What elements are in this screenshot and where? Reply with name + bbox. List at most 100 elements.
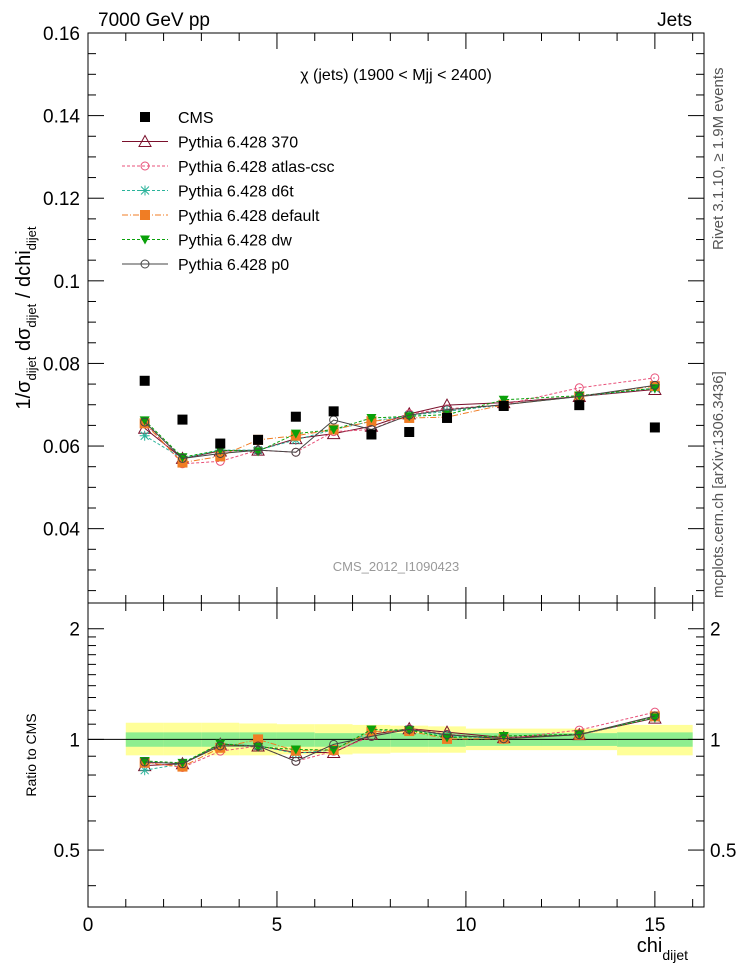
ratio-marker	[253, 734, 264, 745]
cms-data-point	[442, 412, 453, 423]
series-marker	[649, 384, 660, 394]
series-marker	[650, 380, 660, 390]
ratio-y-tick-label-right: 2	[710, 620, 721, 641]
series-marker	[404, 410, 414, 420]
legend-marker	[140, 259, 150, 269]
main-y-tick-label: 0.12	[43, 189, 80, 210]
legend-marker	[138, 134, 152, 147]
ratio-marker	[253, 742, 264, 752]
ratio-marker	[404, 726, 415, 736]
ratio-marker	[649, 713, 660, 723]
legend-cms-marker	[140, 112, 150, 122]
ratio-series-group	[137, 707, 662, 776]
main-y-tick-label: 0.06	[43, 437, 80, 458]
ratio-line	[144, 711, 655, 768]
main-x-ticks	[87, 33, 694, 603]
series-marker	[140, 417, 150, 427]
ratio-y-axis-label: Ratio to CMS	[23, 713, 39, 796]
series-marker	[366, 413, 377, 423]
x-tick-label: 0	[83, 915, 94, 936]
mcplots-label: mcplots.cern.ch [arXiv:1306.3436]	[710, 371, 727, 598]
series-marker	[177, 453, 187, 463]
legend-label: Pythia 6.428 d6t	[178, 184, 294, 201]
legend-label: Pythia 6.428 370	[178, 135, 298, 152]
cms-data-point	[253, 434, 264, 445]
ratio-marker	[140, 757, 150, 767]
ratio-line	[144, 715, 655, 765]
ratio-x-ticks: 0 5 10 15	[83, 603, 694, 936]
ratio-marker	[329, 739, 339, 749]
analysis-id: CMS_2012_I1090423	[333, 559, 460, 574]
legend-marker	[140, 210, 150, 220]
ratio-y-tick-label: 0.5	[54, 841, 80, 862]
cms-data-point	[366, 429, 377, 440]
ratio-y-tick-label-right: 1	[710, 730, 721, 751]
ratio-marker	[139, 757, 150, 767]
legend-marker	[140, 235, 150, 245]
ratio-panel: 0.5 0.5 1 1 2 2 0 5 10 15	[54, 602, 736, 936]
ratio-marker	[290, 745, 301, 755]
ratio-y-ticks: 0.5 0.5 1 1 2 2	[54, 620, 736, 887]
ratio-marker	[366, 725, 377, 735]
ratio-marker	[139, 765, 150, 776]
plot-title: χ (jets) (1900 < Mjj < 2400)	[300, 67, 492, 84]
cms-data-point	[404, 427, 415, 437]
main-series-group	[137, 373, 662, 469]
main-y-tick-label: 0.04	[43, 520, 80, 541]
series-marker	[139, 430, 150, 441]
x-tick-label: 5	[272, 915, 283, 936]
series-marker	[215, 451, 226, 462]
series-marker	[215, 448, 225, 458]
ratio-frame	[87, 602, 705, 908]
legend: CMS Pythia 6.428 370 Pythia 6.428 atlas-cs…	[122, 110, 335, 274]
ratio-marker	[499, 734, 509, 744]
ratio-y-tick-label: 2	[69, 620, 80, 641]
legend-label: Pythia 6.428 dw	[178, 233, 292, 250]
cms-data-point	[574, 400, 585, 411]
x-tick-label: 15	[644, 915, 665, 936]
main-panel: 0.04 0.06 0.08 0.1 0.12 0.14 0.16 χ (jets) (19…	[43, 24, 705, 604]
main-y-ticks: 0.04 0.06 0.08 0.1 0.12 0.14 0.16	[43, 24, 704, 592]
ratio-marker	[215, 739, 226, 749]
main-y-tick-label: 0.16	[43, 24, 80, 45]
ratio-marker	[498, 732, 509, 742]
main-y-tick-label: 0.1	[54, 272, 80, 293]
legend-label: CMS	[178, 110, 214, 127]
process-label: Jets	[657, 10, 692, 31]
cms-data-point	[215, 438, 226, 449]
ratio-marker	[442, 730, 452, 740]
rivet-version-label: Rivet 3.1.10, ≥ 1.9M events	[710, 68, 727, 251]
ratio-marker	[215, 741, 225, 751]
series-marker	[291, 447, 301, 457]
legend-label: Pythia 6.428 atlas-csc	[178, 159, 335, 176]
main-y-axis-label: 1/σdijet dσdijet / dchidijet	[13, 226, 39, 409]
cms-data-point	[328, 406, 339, 417]
band-inner	[390, 733, 429, 747]
cms-data-point	[177, 414, 188, 425]
main-y-tick-label: 0.14	[43, 107, 80, 128]
cms-data-group	[139, 375, 660, 449]
ratio-y-tick-label: 1	[69, 730, 80, 751]
series-marker	[290, 429, 301, 439]
legend-marker	[140, 161, 150, 171]
cms-data-point	[139, 375, 150, 386]
cms-data-point	[649, 422, 660, 433]
series-line	[144, 377, 655, 465]
ratio-marker	[404, 724, 414, 734]
series-marker	[328, 425, 339, 435]
energy-label: 7000 GeV pp	[98, 10, 210, 31]
ratio-marker	[253, 741, 263, 751]
legend-marker	[140, 185, 150, 196]
ratio-marker	[328, 746, 339, 756]
ratio-marker	[291, 756, 301, 766]
series-line	[144, 387, 655, 458]
main-y-tick-label: 0.08	[43, 354, 80, 375]
series-line	[144, 384, 655, 459]
cms-data-point	[290, 411, 301, 422]
ratio-y-tick-label-right: 0.5	[710, 841, 736, 862]
cms-data-point	[498, 400, 509, 411]
series-line	[144, 387, 655, 459]
ratio-marker	[177, 759, 187, 769]
legend-label: Pythia 6.428 p0	[178, 257, 289, 274]
